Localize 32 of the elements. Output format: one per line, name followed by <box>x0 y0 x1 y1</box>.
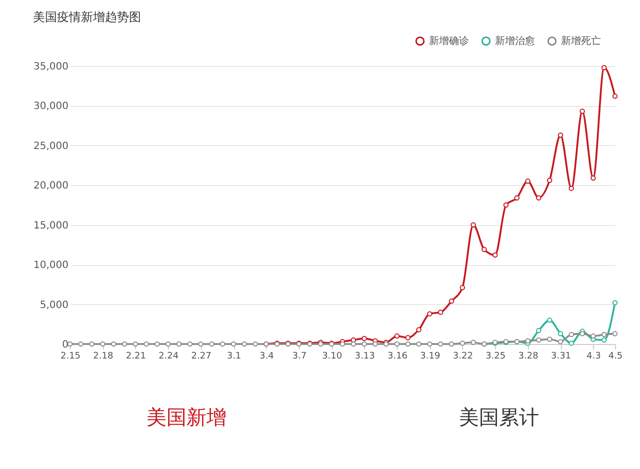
x-tick-label: 3.22 <box>452 352 473 362</box>
x-tick-label: 3.31 <box>550 352 572 362</box>
x-tick-label: 3.10 <box>322 352 342 362</box>
x-tick-label: 3.25 <box>486 352 506 362</box>
x-tick-label: 3.28 <box>518 352 539 362</box>
y-tick-label: 15,000 <box>34 220 68 232</box>
x-tick-label: 2.24 <box>158 352 179 362</box>
chart-title: 美国疫情新增趋势图 <box>33 10 142 24</box>
x-tick-label: 3.19 <box>420 352 440 362</box>
legend-label: 新增确诊 <box>429 35 469 48</box>
y-tick-label: 0 <box>62 340 68 350</box>
y-tick-label: 10,000 <box>34 260 68 272</box>
x-tick-label: 3.1 <box>226 352 242 362</box>
x-tick-label: 2.15 <box>60 352 81 362</box>
x-tick-label: 3.13 <box>354 352 375 362</box>
y-tick-label: 5,000 <box>40 300 68 311</box>
y-tick-label: 20,000 <box>34 180 68 192</box>
x-tick-label: 3.7 <box>292 352 307 362</box>
x-tick-label: 3.16 <box>387 352 408 362</box>
x-tick-label: 2.18 <box>93 352 114 362</box>
x-tick-label: 4.3 <box>586 352 601 362</box>
x-tick-label: 3.4 <box>260 352 274 362</box>
legend-label: 新增治愈 <box>495 35 535 48</box>
y-tick-label: 30,000 <box>34 101 68 112</box>
y-tick-label: 25,000 <box>34 140 68 152</box>
x-tick-label: 4.5 <box>608 352 623 362</box>
text: 美国新增 <box>146 405 226 429</box>
y-tick-label: 35,000 <box>34 62 68 72</box>
legend-label: 新增死亡 <box>561 35 601 48</box>
text: 美国累计 <box>458 405 539 429</box>
x-tick-label: 2.27 <box>191 352 212 362</box>
x-tick-label: 2.21 <box>126 352 146 362</box>
